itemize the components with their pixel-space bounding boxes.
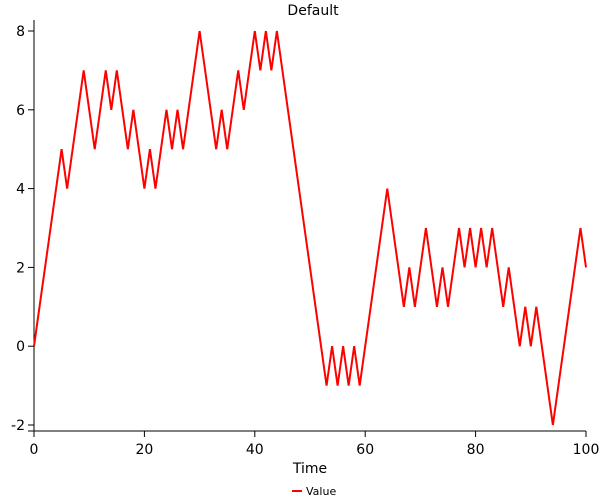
y-tick-label: 4 xyxy=(16,182,25,198)
x-tick-label: 20 xyxy=(135,442,153,458)
y-tick-label: -2 xyxy=(11,418,25,434)
y-tick-label: 0 xyxy=(16,339,25,355)
x-tick-label: 80 xyxy=(467,442,485,458)
legend: Value xyxy=(292,485,336,498)
x-tick-label: 40 xyxy=(246,442,264,458)
y-tick-label: 2 xyxy=(16,260,25,276)
x-tick-label: 60 xyxy=(356,442,374,458)
x-axis-label: Time xyxy=(292,461,327,477)
chart-title: Default xyxy=(287,3,339,19)
x-tick-label: 100 xyxy=(573,442,600,458)
legend-label-value: Value xyxy=(306,485,336,498)
y-tick-label: 8 xyxy=(16,24,25,40)
y-tick-label: 6 xyxy=(16,103,25,119)
plot-area xyxy=(33,30,587,426)
x-tick-label: 0 xyxy=(30,442,39,458)
series-line-value xyxy=(33,30,587,426)
